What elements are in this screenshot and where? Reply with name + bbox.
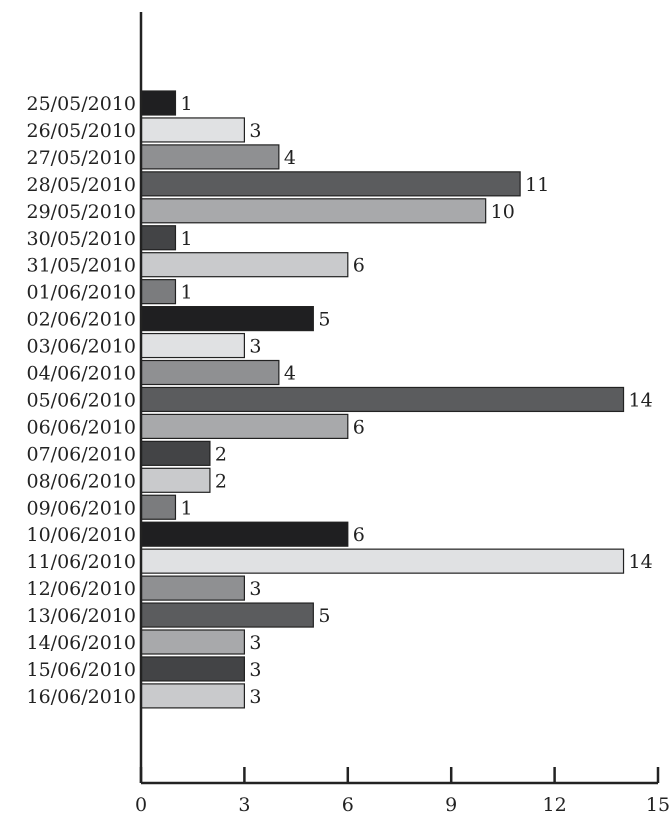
x-tick-label: 0 (135, 794, 147, 816)
value-label: 6 (353, 416, 365, 438)
value-label: 14 (629, 389, 653, 411)
category-label: 01/06/2010 (26, 282, 136, 304)
value-label: 5 (318, 309, 330, 331)
x-tick-label: 12 (543, 794, 567, 816)
value-label: 6 (353, 524, 365, 546)
bar-11/06/2010 (140, 548, 625, 574)
category-label: 31/05/2010 (26, 255, 136, 277)
value-label: 14 (629, 551, 653, 573)
category-label: 08/06/2010 (26, 470, 136, 492)
category-label: 05/06/2010 (26, 389, 136, 411)
category-label: 07/06/2010 (26, 443, 136, 465)
bar-03/06/2010 (140, 332, 246, 359)
value-label: 3 (249, 632, 261, 654)
bar-05/06/2010 (140, 386, 625, 413)
bars-group (140, 90, 625, 709)
category-label: 10/06/2010 (26, 524, 136, 546)
category-label: 14/06/2010 (26, 632, 136, 654)
bar-07/06/2010 (140, 440, 211, 466)
bar-14/06/2010 (140, 629, 246, 655)
bar-29/05/2010 (140, 198, 487, 224)
value-label: 1 (180, 93, 192, 115)
value-label: 4 (284, 147, 296, 169)
bar-13/06/2010 (140, 602, 314, 628)
bar-27/05/2010 (140, 144, 280, 170)
category-label: 16/06/2010 (26, 686, 136, 708)
bar-12/06/2010 (140, 575, 246, 601)
bar-25/05/2010 (140, 90, 177, 116)
bar-16/06/2010 (140, 683, 246, 709)
value-label: 1 (180, 282, 192, 304)
x-tick-label: 6 (342, 794, 354, 816)
value-label: 11 (525, 174, 549, 196)
category-label: 06/06/2010 (26, 416, 136, 438)
value-label: 2 (215, 470, 227, 492)
bar-04/06/2010 (140, 359, 280, 386)
category-label: 09/06/2010 (26, 497, 136, 519)
bar-02/06/2010 (140, 306, 314, 332)
value-label: 3 (249, 659, 261, 681)
category-label: 26/05/2010 (26, 120, 136, 142)
x-tick-label: 15 (646, 794, 670, 816)
bar-28/05/2010 (140, 171, 521, 197)
bar-26/05/2010 (140, 117, 246, 143)
category-label: 30/05/2010 (26, 228, 136, 250)
category-label: 15/06/2010 (26, 659, 136, 681)
category-label: 11/06/2010 (26, 551, 136, 573)
x-tick-label: 3 (238, 794, 250, 816)
bar-31/05/2010 (140, 252, 349, 278)
bar-09/06/2010 (140, 494, 177, 520)
category-labels: 25/05/2010 26/05/2010 27/05/2010 28/05/2010… (26, 93, 136, 708)
value-label: 2 (215, 443, 227, 465)
bar-08/06/2010 (140, 467, 211, 493)
category-label: 28/05/2010 (26, 174, 136, 196)
value-label: 4 (284, 363, 296, 385)
bar-15/06/2010 (140, 656, 246, 682)
category-label: 27/05/2010 (26, 147, 136, 169)
category-label: 04/06/2010 (26, 363, 136, 385)
value-label: 6 (353, 255, 365, 277)
category-label: 03/06/2010 (26, 336, 136, 358)
x-ticks: 0 3 6 9 12 15 (135, 767, 670, 816)
bar-06/06/2010 (140, 413, 349, 439)
bar-01/06/2010 (140, 279, 177, 305)
value-label: 3 (249, 578, 261, 600)
category-label: 29/05/2010 (26, 201, 136, 223)
x-tick-label: 9 (445, 794, 457, 816)
category-label: 02/06/2010 (26, 309, 136, 331)
bar-30/05/2010 (140, 225, 177, 251)
value-labels: 1 3 4 11 10 1 6 1 5 3 4 14 6 2 2 1 6 14 3 5 3 3 3 (180, 93, 652, 708)
bar-10/06/2010 (140, 521, 349, 547)
value-label: 3 (249, 336, 261, 358)
value-label: 3 (249, 120, 261, 142)
category-label: 12/06/2010 (26, 578, 136, 600)
value-label: 1 (180, 228, 192, 250)
value-label: 5 (318, 605, 330, 627)
value-label: 10 (491, 201, 515, 223)
value-label: 3 (249, 686, 261, 708)
category-label: 25/05/2010 (26, 93, 136, 115)
category-label: 13/06/2010 (26, 605, 136, 627)
value-label: 1 (180, 497, 192, 519)
